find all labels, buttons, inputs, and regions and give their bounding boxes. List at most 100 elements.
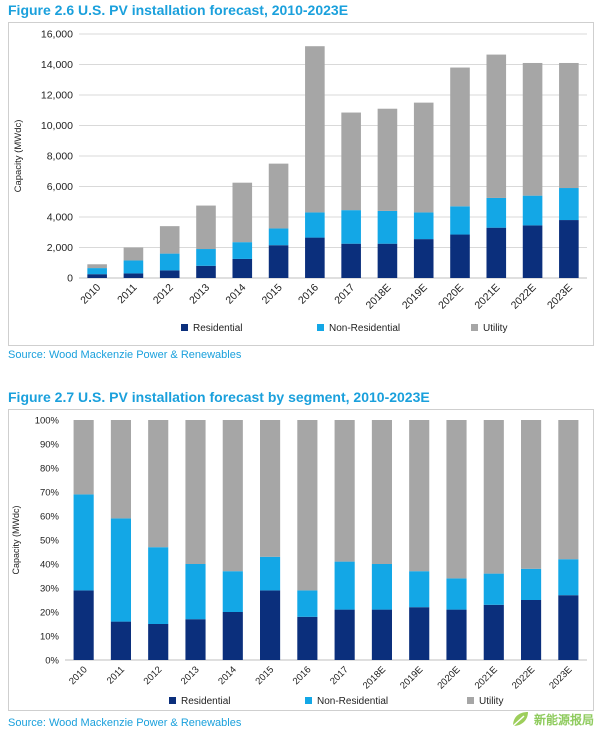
bar-segment-utility <box>371 420 392 564</box>
bar-segment-residential <box>521 600 542 660</box>
y-tick-label: 16,000 <box>41 29 73 41</box>
bar-segment-utility <box>123 247 144 261</box>
y-tick-label: 4,000 <box>47 212 73 224</box>
bar-segment-utility <box>409 420 430 572</box>
x-tick-label: 2018E <box>364 282 394 312</box>
bar-segment-utility <box>297 420 318 591</box>
figure-1-title: Figure 2.6 U.S. PV installation forecast… <box>8 2 349 18</box>
x-tick-label: 2017 <box>332 282 357 307</box>
y-tick-label: 30% <box>40 584 60 595</box>
bar-segment-non-residential <box>110 518 131 622</box>
legend-label: Non-Residential <box>317 696 388 707</box>
x-tick-label: 2019E <box>400 282 430 312</box>
bar-segment-residential <box>522 225 543 278</box>
figure-2-panel: 0% 10% 20% 30% 40% 50% 60% 70% 80% 90% 100% Capacit… <box>8 409 594 711</box>
bar-segment-utility <box>159 226 180 254</box>
legend-swatch <box>169 697 176 704</box>
x-tick-label: 2015 <box>260 282 285 307</box>
bar-segment-non-residential <box>123 260 144 274</box>
bar-segment-non-residential <box>558 559 579 596</box>
x-tick-label: 2020E <box>436 282 466 312</box>
bar-segment-non-residential <box>268 228 289 246</box>
x-tick-label: 2010 <box>78 282 103 307</box>
x-tick-label: 2019E <box>398 664 425 691</box>
x-tick-label: 2021E <box>473 664 500 691</box>
watermark-text: 新能源报局 <box>533 712 594 727</box>
legend-label: Residential <box>181 696 230 707</box>
bar-segment-utility <box>558 420 579 560</box>
y-tick-label: 6,000 <box>47 181 73 193</box>
bar-segment-utility <box>341 112 361 211</box>
bar-segment-non-residential <box>446 578 467 610</box>
bar-segment-utility <box>413 102 434 213</box>
watermark: 新能源报局 <box>510 710 594 728</box>
bar-segment-utility <box>522 62 543 196</box>
bar-segment-utility <box>110 420 131 519</box>
bar-segment-non-residential <box>486 197 507 228</box>
bar-segment-utility <box>268 163 289 229</box>
bar-segment-non-residential <box>483 573 504 605</box>
bar-segment-utility <box>196 205 216 250</box>
bar-segment-non-residential <box>260 556 281 591</box>
bar-segment-non-residential <box>87 268 107 275</box>
y-tick-label: 50% <box>40 536 60 547</box>
bar-segment-residential <box>486 227 507 278</box>
leaf-logo-icon <box>512 712 528 727</box>
legend-label: Utility <box>479 696 503 707</box>
bar-segment-utility <box>486 54 507 198</box>
figure-2-title: Figure 2.7 U.S. PV installation forecast… <box>8 389 430 405</box>
bar-segment-non-residential <box>232 242 253 259</box>
bar-segment-residential <box>123 273 144 278</box>
y-tick-label: 0 <box>67 273 73 285</box>
bar-segment-utility <box>232 182 253 243</box>
y-tick-label: 100% <box>35 416 60 427</box>
bar-segment-non-residential <box>371 564 392 610</box>
capacity-stacked-bar-chart: 0 2,000 4,000 6,000 8,000 10,000 12,000 14,000 1… <box>13 29 587 334</box>
x-tick-label: 2012 <box>151 282 176 307</box>
bar-segment-residential <box>196 265 216 278</box>
bar-segment-non-residential <box>334 561 355 610</box>
x-tick-label: 2016 <box>296 282 321 307</box>
bar-segment-non-residential <box>305 212 325 238</box>
bar-segment-residential <box>446 609 467 660</box>
x-tick-label: 2014 <box>216 664 239 687</box>
legend-swatch <box>471 324 478 331</box>
bar-segment-non-residential <box>297 590 318 617</box>
x-tick-label: 2022E <box>510 664 537 691</box>
bar-segment-utility <box>559 62 579 189</box>
bar-segment-residential <box>232 258 253 278</box>
y-tick-label: 8,000 <box>47 151 73 163</box>
y-tick-label: 40% <box>40 560 60 571</box>
y-tick-label: 80% <box>40 464 60 475</box>
x-tick-label: 2012 <box>142 664 165 687</box>
y-tick-label: 14,000 <box>41 59 73 71</box>
bar-segment-non-residential <box>159 253 180 271</box>
x-tick-label: 2010 <box>67 664 90 687</box>
bar-segment-utility <box>446 420 467 579</box>
bar-segment-non-residential <box>377 210 398 244</box>
bar-segment-utility <box>148 420 169 548</box>
bar-segment-residential <box>559 220 579 278</box>
x-tick-label: 2013 <box>179 664 202 687</box>
bar-segment-utility <box>260 420 281 557</box>
bar-segment-residential <box>413 239 434 278</box>
x-tick-label: 2021E <box>472 282 502 312</box>
bar-segment-non-residential <box>559 188 579 221</box>
bar-segment-utility <box>73 420 94 495</box>
bar-segment-non-residential <box>450 206 470 235</box>
bar-segment-residential <box>377 243 398 278</box>
y-tick-label: 60% <box>40 512 60 523</box>
bar-segment-residential <box>222 612 243 660</box>
bar-segment-residential <box>558 595 579 660</box>
bar-segment-residential <box>305 237 325 278</box>
x-tick-label: 2023E <box>545 282 575 312</box>
y-axis-label: Capacity (MWdc) <box>13 120 24 193</box>
y-tick-label: 70% <box>40 488 60 499</box>
x-tick-label: 2017 <box>328 664 351 687</box>
figure-1-panel: 0 2,000 4,000 6,000 8,000 10,000 12,000 14,000 1… <box>8 22 594 346</box>
x-tick-label: 2023E <box>547 664 574 691</box>
x-tick-label: 2022E <box>509 282 539 312</box>
y-axis-label: Capacity (MWdc) <box>11 505 21 574</box>
bar-segment-residential <box>371 609 392 660</box>
y-tick-label: 10,000 <box>41 120 73 132</box>
